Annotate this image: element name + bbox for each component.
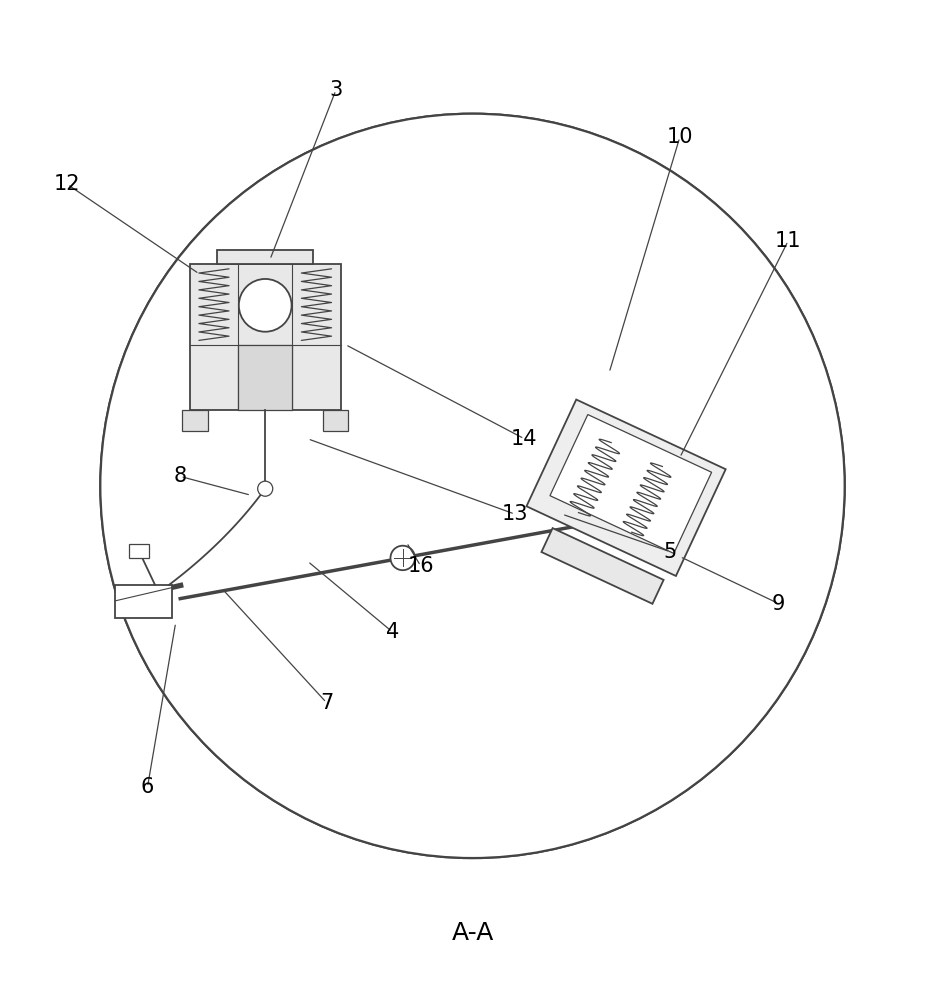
Text: 9: 9	[771, 594, 784, 614]
Circle shape	[390, 546, 414, 570]
Text: 11: 11	[774, 231, 801, 251]
Text: 10: 10	[666, 127, 692, 147]
Bar	[190, 264, 340, 410]
Text: A-A: A-A	[451, 921, 493, 945]
Circle shape	[100, 114, 844, 858]
Bar	[182, 410, 208, 431]
Text: 14: 14	[511, 429, 537, 449]
Bar	[549, 415, 711, 553]
Bar	[323, 410, 347, 431]
Text: 5: 5	[663, 542, 676, 562]
Bar	[526, 400, 725, 576]
Bar	[128, 544, 149, 558]
Text: 4: 4	[385, 622, 398, 642]
Circle shape	[100, 114, 844, 858]
Circle shape	[258, 481, 273, 496]
Text: 16: 16	[407, 556, 433, 576]
Text: 7: 7	[319, 693, 332, 713]
Circle shape	[239, 279, 292, 332]
Bar	[238, 345, 292, 410]
Bar	[541, 528, 663, 604]
Text: 12: 12	[54, 174, 80, 194]
Text: 6: 6	[141, 777, 154, 797]
Bar	[115, 585, 172, 618]
Text: 13: 13	[501, 504, 528, 524]
Bar	[217, 250, 313, 264]
Text: 3: 3	[329, 80, 342, 100]
Text: 8: 8	[174, 466, 187, 486]
